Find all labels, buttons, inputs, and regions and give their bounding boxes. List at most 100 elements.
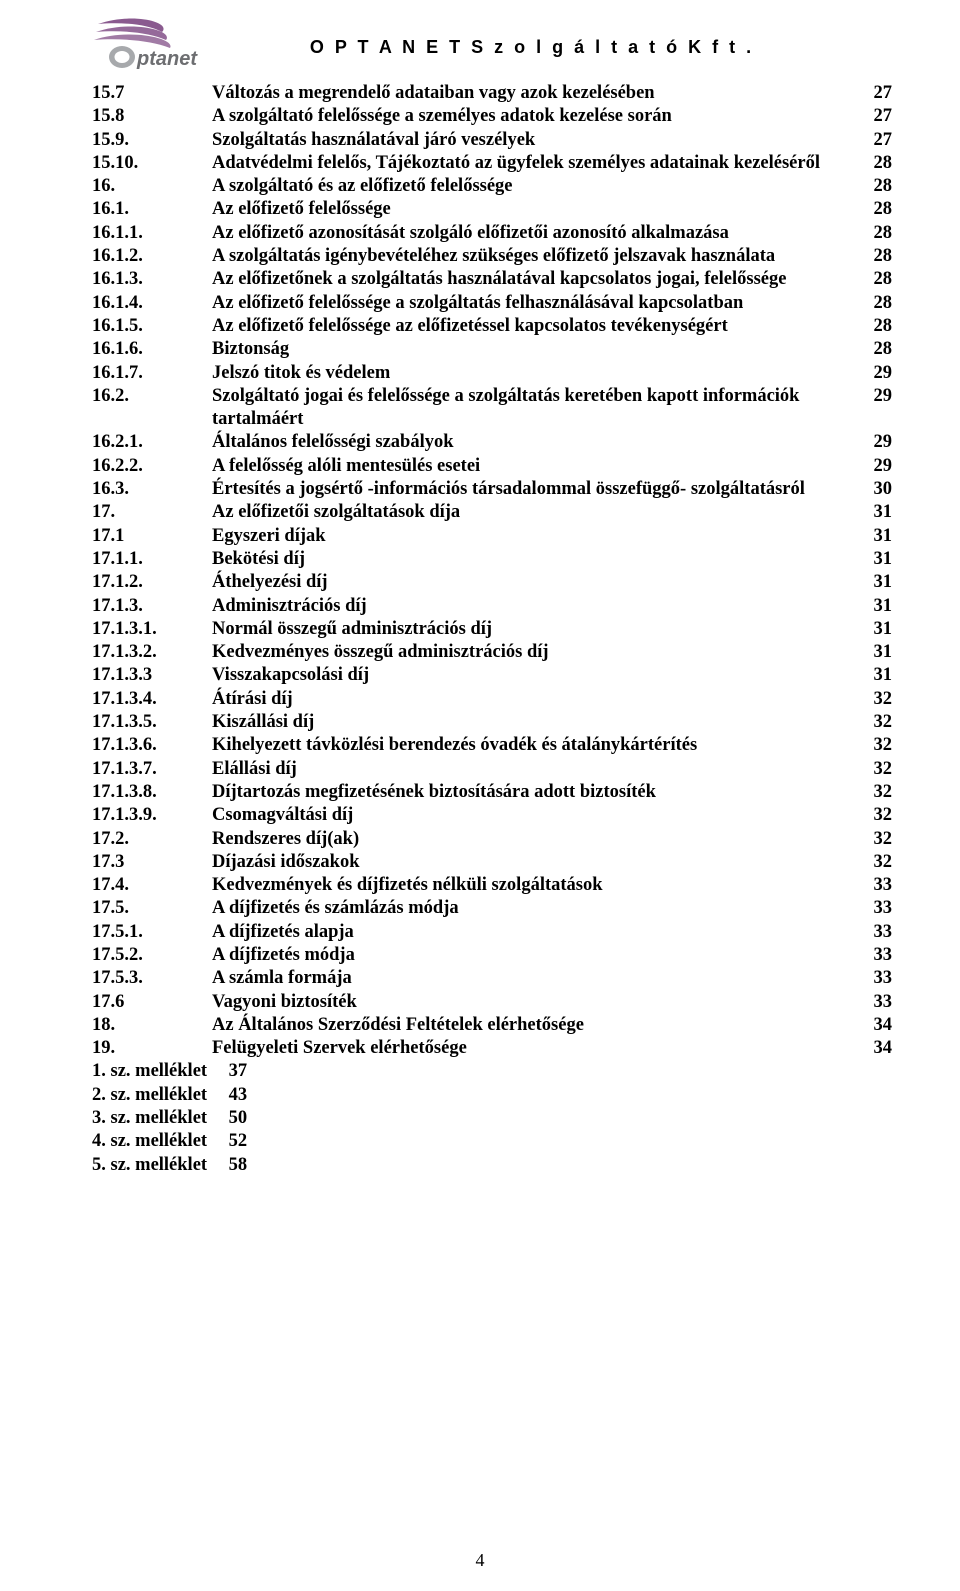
toc-row: 17.1.3.2.Kedvezményes összegű adminisztr… [92,641,892,664]
toc-entry-title: Jelszó titok és védelem [212,362,852,385]
toc-entry-number: 17. [92,501,212,524]
toc-entry-page: 32 [852,804,892,827]
toc-entry-title: Vagyoni biztosíték [212,991,852,1014]
toc-entry-number: 16.2.2. [92,455,212,478]
toc-row: 2. sz. melléklet43 [92,1084,892,1107]
toc-entry-page: 37 [207,1060,247,1083]
toc-row: 16.1.7.Jelszó titok és védelem29 [92,362,892,385]
toc-row: 17.5.3.A számla formája33 [92,967,892,990]
toc-entry-number: 16.1.3. [92,268,212,291]
toc-entry-title: Kihelyezett távközlési berendezés óvadék… [212,734,852,757]
toc-entry-title: Biztonság [212,338,852,361]
toc-entry-title: Adminisztrációs díj [212,595,852,618]
toc-entry-title: A szolgáltatás igénybevételéhez szüksége… [212,245,852,268]
toc-entry-number: 16.1.4. [92,292,212,315]
toc-entry-title: Áthelyezési díj [212,571,852,594]
toc-entry-page: 31 [852,618,892,641]
toc-entry-title: Az Általános Szerződési Feltételek elérh… [212,1014,852,1037]
toc-entry-page: 32 [852,734,892,757]
toc-entry-title: Adatvédelmi felelős, Tájékoztató az ügyf… [212,152,852,175]
toc-row: 16.1.5.Az előfizető felelőssége az előfi… [92,315,892,338]
toc-entry-title: A felelősség alóli mentesülés esetei [212,455,852,478]
toc-entry-title: Rendszeres díj(ak) [212,828,852,851]
toc-row: 17.1.3.Adminisztrációs díj31 [92,595,892,618]
toc-entry-number: 17.1.3.1. [92,618,212,641]
toc-entry-page: 31 [852,548,892,571]
toc-entry-title: Átírási díj [212,688,852,711]
toc-row: 17.1Egyszeri díjak31 [92,525,892,548]
toc-row: 16.1.6.Biztonság28 [92,338,892,361]
toc-entry-number: 16.2.1. [92,431,212,454]
toc-entry-title: Az előfizetői szolgáltatások díja [212,501,852,524]
toc-entry-page: 28 [852,268,892,291]
toc-entry-page: 30 [852,478,892,501]
toc-entry-page: 31 [852,595,892,618]
toc-entry-number: 17.1.3.2. [92,641,212,664]
toc-entry-page: 32 [852,781,892,804]
toc-entry-title: Változás a megrendelő adataiban vagy azo… [212,82,852,105]
toc-row: 16.2.2.A felelősség alóli mentesülés ese… [92,455,892,478]
toc-entry-page: 28 [852,338,892,361]
toc-entry-number: 16.1.6. [92,338,212,361]
toc-entry-page: 29 [852,455,892,478]
toc-row: 17.1.2.Áthelyezési díj31 [92,571,892,594]
toc-entry-number: 16.2. [92,385,212,408]
toc-entry-title: Kedvezményes összegű adminisztrációs díj [212,641,852,664]
toc-entry-page: 27 [852,82,892,105]
toc-row: 17.5.A díjfizetés és számlázás módja33 [92,897,892,920]
toc-entry-title: Visszakapcsolási díj [212,664,852,687]
toc-entry-page: 33 [852,944,892,967]
toc-entry-title: Kiszállási díj [212,711,852,734]
toc-entry-title: Szolgáltatás használatával járó veszélye… [212,129,852,152]
document-page: ptanet O P T A N E T S z o l g á l t a t… [0,0,960,1591]
toc-entry-page: 29 [852,362,892,385]
toc-entry-number: 16.3. [92,478,212,501]
toc-entry-page: 28 [852,152,892,175]
toc-entry-page: 28 [852,292,892,315]
toc-entry-title: A szolgáltató felelőssége a személyes ad… [212,105,852,128]
toc-entry-number: 17.1.3.7. [92,758,212,781]
optanet-logo: ptanet [92,18,232,76]
toc-entry-title: Értesítés a jogsértő -információs társad… [212,478,852,501]
toc-entry-number: 15.7 [92,82,212,105]
toc-entry-number: 1. sz. melléklet [92,1060,207,1083]
toc-row: 17.1.3.5.Kiszállási díj32 [92,711,892,734]
toc-entry-page: 33 [852,897,892,920]
toc-entry-title: A számla formája [212,967,852,990]
toc-entry-page: 32 [852,851,892,874]
toc-entry-number: 17.4. [92,874,212,897]
toc-entry-page: 33 [852,991,892,1014]
toc-row: 16.2.Szolgáltató jogai és felelőssége a … [92,385,892,432]
toc-entry-title: Általános felelősségi szabályok [212,431,852,454]
toc-entry-title: Az előfizető felelőssége az előfizetésse… [212,315,852,338]
toc-entry-number: 16.1.7. [92,362,212,385]
toc-entry-number: 17.1.2. [92,571,212,594]
toc-entry-title: A díjfizetés alapja [212,921,852,944]
toc-entry-page: 31 [852,641,892,664]
toc-entry-number: 15.9. [92,129,212,152]
toc-entry-page: 27 [852,129,892,152]
toc-row: 16.1.3.Az előfizetőnek a szolgáltatás ha… [92,268,892,291]
toc-row: 17.6Vagyoni biztosíték33 [92,991,892,1014]
toc-entry-number: 18. [92,1014,212,1037]
toc-entry-number: 16.1.2. [92,245,212,268]
toc-entry-title: Csomagváltási díj [212,804,852,827]
toc-entry-page: 31 [852,501,892,524]
toc-entry-number: 17.2. [92,828,212,851]
toc-row: 17.1.3.6.Kihelyezett távközlési berendez… [92,734,892,757]
toc-entry-number: 17.6 [92,991,212,1014]
toc-row: 1. sz. melléklet37 [92,1060,892,1083]
toc-entry-title: Az előfizetőnek a szolgáltatás használat… [212,268,852,291]
toc-entry-number: 2. sz. melléklet [92,1084,207,1107]
page-header: ptanet O P T A N E T S z o l g á l t a t… [92,18,892,76]
toc-entry-page: 31 [852,571,892,594]
toc-entry-number: 3. sz. melléklet [92,1107,207,1130]
svg-text:ptanet: ptanet [136,48,198,70]
toc-entry-page: 31 [852,664,892,687]
toc-entry-page: 43 [207,1084,247,1107]
toc-entry-number: 17.5.2. [92,944,212,967]
toc-entry-page: 29 [852,385,892,408]
toc-entry-title: Felügyeleti Szervek elérhetősége [212,1037,852,1060]
toc-entry-page: 33 [852,921,892,944]
company-title: O P T A N E T S z o l g á l t a t ó K f … [232,37,892,58]
